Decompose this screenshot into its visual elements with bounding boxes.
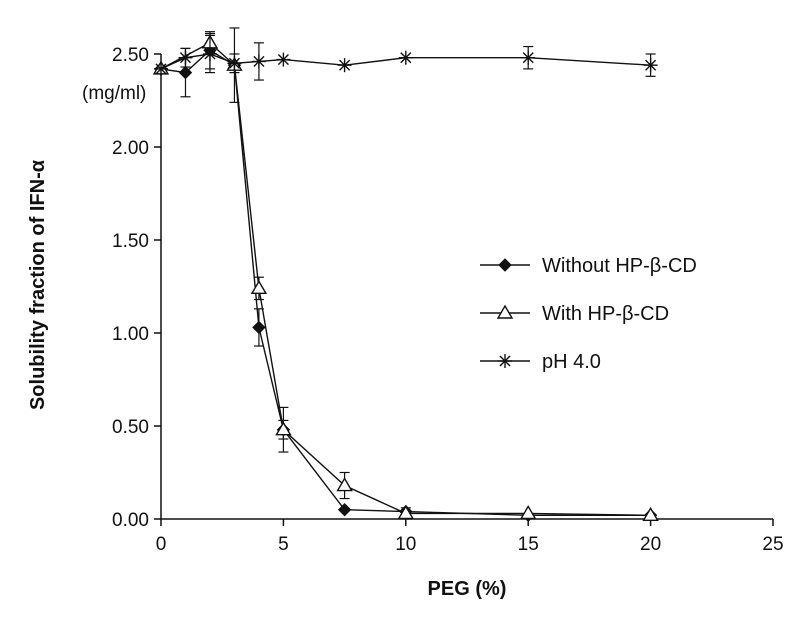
data-point bbox=[250, 279, 268, 295]
legend-label: Without HP-β-CD bbox=[542, 255, 697, 277]
x-tick-label: 20 bbox=[640, 534, 661, 555]
data-point bbox=[227, 56, 242, 71]
asterisk-stroke bbox=[522, 52, 534, 64]
x-tick-label: 25 bbox=[762, 534, 783, 555]
y-unit-label: (mg/ml) bbox=[82, 83, 146, 104]
data-point bbox=[643, 58, 658, 73]
legend-entry-1: Without HP-β-CD bbox=[480, 255, 697, 277]
data-point bbox=[337, 502, 352, 517]
series-layer bbox=[152, 27, 659, 522]
legend-marker bbox=[498, 354, 512, 368]
series-line bbox=[160, 49, 651, 516]
data-point bbox=[252, 320, 266, 335]
legend-marker bbox=[496, 304, 514, 319]
axes: 0.00 0.50 1.00 1.50 2.00 2.50 0 5 10 15 20 25 bbox=[112, 45, 784, 555]
x-tick-label: 0 bbox=[156, 534, 167, 555]
y-axis-title: Solubility fraction of IFN-α bbox=[27, 159, 49, 410]
data-point bbox=[519, 505, 537, 520]
legend-label: With HP-β-CD bbox=[542, 303, 669, 325]
data-point bbox=[275, 421, 292, 436]
data-point bbox=[276, 52, 291, 67]
series-line bbox=[160, 53, 651, 70]
data-point bbox=[521, 50, 536, 65]
legend-entry-2: With HP-β-CD bbox=[480, 303, 669, 325]
asterisk-stroke bbox=[499, 355, 511, 367]
asterisk-stroke bbox=[400, 52, 412, 64]
legend: Without HP-β-CD With HP-β-CD pH 4.0 bbox=[480, 255, 697, 373]
y-tick-label: 0.50 bbox=[112, 417, 149, 438]
data-point bbox=[398, 50, 413, 65]
x-tick-label: 10 bbox=[395, 534, 416, 555]
data-point bbox=[154, 61, 168, 76]
legend-entry-3: pH 4.0 bbox=[480, 351, 601, 373]
asterisk-stroke bbox=[155, 63, 167, 75]
asterisk-stroke bbox=[179, 52, 192, 64]
data-point bbox=[336, 477, 353, 492]
series-3 bbox=[154, 34, 658, 81]
x-tick-label: 5 bbox=[278, 534, 289, 555]
legend-marker bbox=[498, 258, 512, 272]
y-tick-label: 2.50 bbox=[112, 45, 149, 66]
x-axis-title: PEG (%) bbox=[428, 578, 507, 600]
asterisk-stroke bbox=[339, 59, 351, 71]
asterisk-stroke bbox=[253, 55, 265, 67]
y-tick-label: 1.50 bbox=[112, 231, 149, 252]
y-tick-label: 2.00 bbox=[112, 138, 149, 159]
data-point bbox=[178, 65, 193, 80]
series-2 bbox=[152, 27, 659, 521]
data-point bbox=[642, 506, 659, 521]
y-tick-label: 0.00 bbox=[112, 510, 149, 531]
asterisk-stroke bbox=[277, 54, 289, 66]
asterisk-stroke bbox=[204, 48, 216, 60]
series-line bbox=[160, 41, 651, 516]
data-point bbox=[397, 505, 415, 520]
data-point bbox=[178, 50, 193, 65]
asterisk-stroke bbox=[645, 59, 657, 71]
data-point bbox=[337, 58, 352, 73]
data-point bbox=[202, 47, 217, 61]
y-tick-label: 1.00 bbox=[112, 324, 149, 345]
x-tick-label: 15 bbox=[518, 534, 539, 555]
legend-label: pH 4.0 bbox=[542, 351, 601, 373]
data-point bbox=[251, 54, 266, 69]
asterisk-stroke bbox=[228, 57, 240, 69]
